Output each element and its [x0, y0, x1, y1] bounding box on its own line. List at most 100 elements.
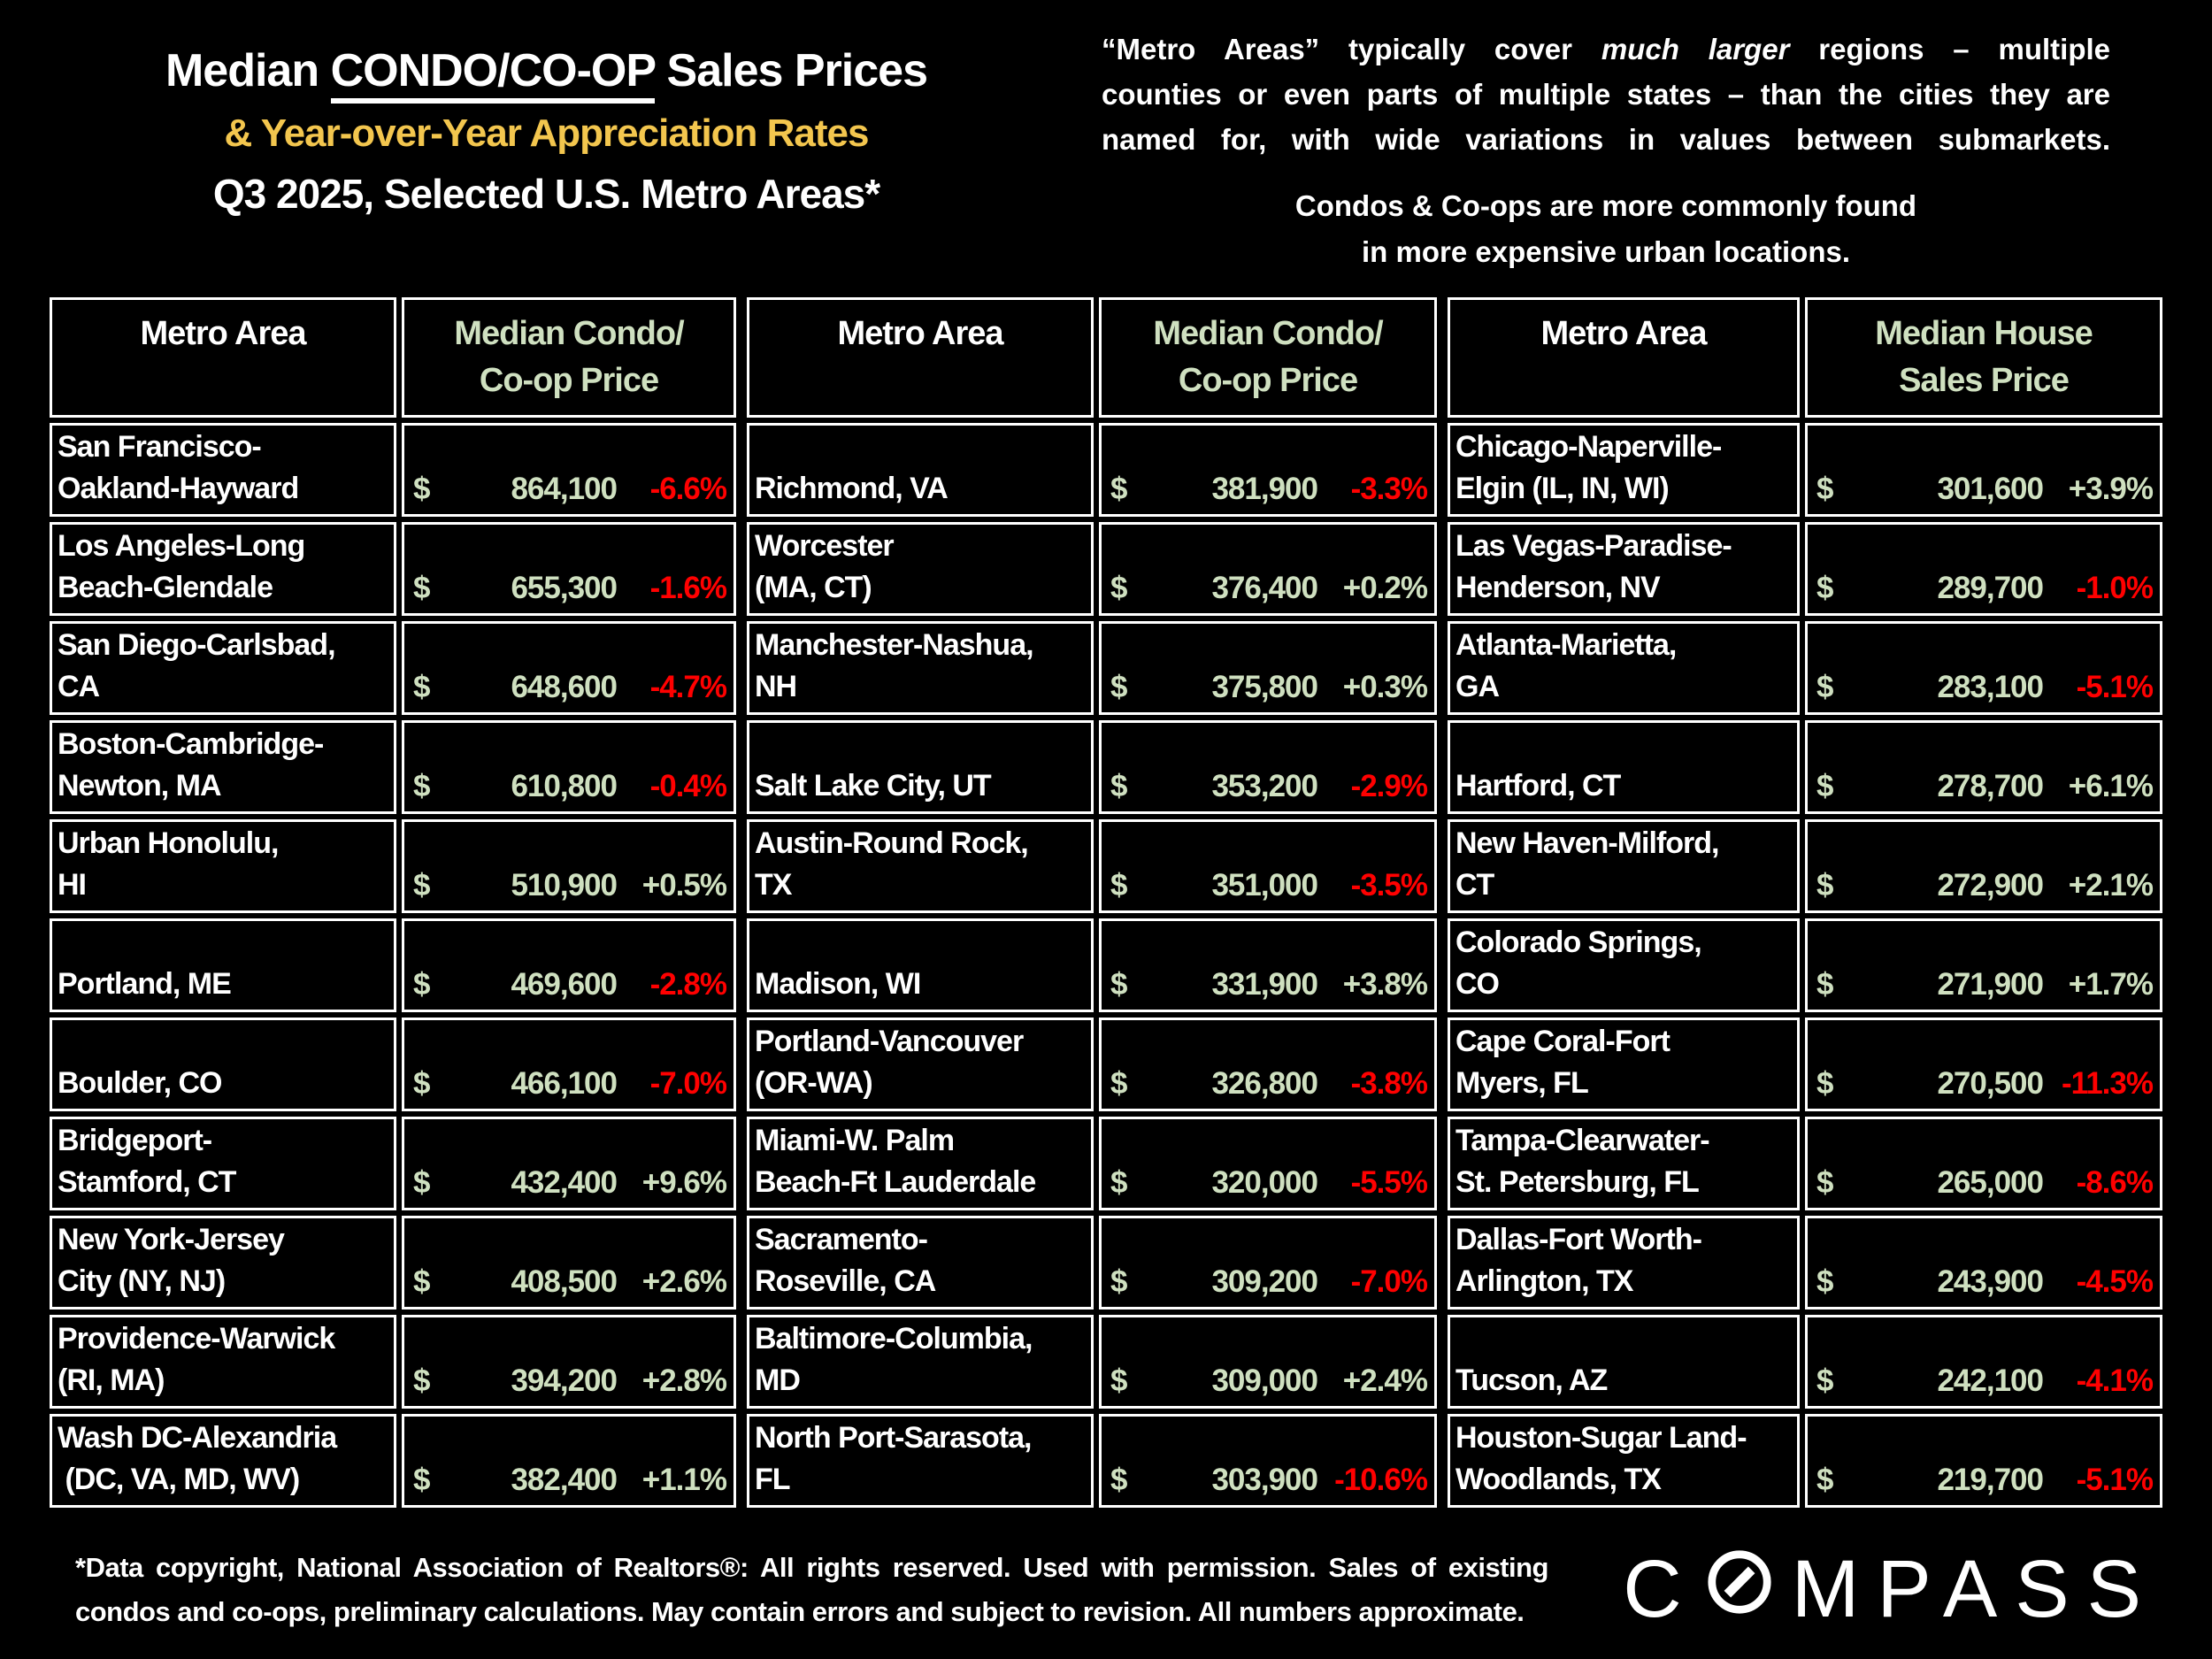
- price-table: Metro Area Median Condo/Co-op Price San Fr…: [44, 292, 2212, 1513]
- dollar-sign: $: [1110, 1264, 1127, 1299]
- yoy-change: -4.7%: [649, 670, 727, 704]
- metro-area-cell: Sacramento- Roseville, CA: [747, 1216, 1094, 1310]
- metro-area-cell: Boston-Cambridge- Newton, MA: [50, 720, 396, 814]
- price-value: 469,600: [511, 967, 618, 1002]
- yoy-change: +1.1%: [641, 1463, 727, 1497]
- price-value: 376,400: [1211, 571, 1318, 605]
- metro-area-cell: Manchester-Nashua, NH: [747, 621, 1094, 715]
- dollar-sign: $: [413, 769, 430, 803]
- column-header: Median House Sales Price: [1805, 297, 2162, 418]
- yoy-change: -5.1%: [2076, 670, 2154, 704]
- yoy-change: -1.6%: [649, 571, 727, 605]
- metro-area-cell: Dallas-Fort Worth- Arlington, TX: [1448, 1216, 1800, 1310]
- note-line-1-italic: much larger: [1601, 33, 1790, 65]
- metro-area-cell: Madison, WI: [747, 918, 1094, 1012]
- title-prefix: Median: [165, 45, 331, 96]
- dollar-sign: $: [413, 1363, 430, 1398]
- dollar-sign: $: [1816, 1363, 1833, 1398]
- metro-area-cell: Boulder, CO: [50, 1018, 396, 1111]
- price-cell: $432,400 +9.6%: [402, 1117, 736, 1210]
- price-cell: $408,500 +2.6%: [402, 1216, 736, 1310]
- price-cell: $381,900 -3.3%: [1099, 423, 1437, 517]
- metro-area-cell: San Diego-Carlsbad, CA: [50, 621, 396, 715]
- title-block: Median CONDO/CO-OP Sales Prices & Year-o…: [0, 0, 1093, 292]
- table-row: San Diego-Carlsbad, CA $648,600 -4.7%: [50, 621, 736, 715]
- yoy-change: -6.6%: [649, 472, 727, 506]
- price-value: 353,200: [1211, 769, 1318, 803]
- table-row: Sacramento- Roseville, CA $309,200 -7.0%: [747, 1216, 1437, 1310]
- column-header: Median Condo/Co-op Price: [1099, 297, 1437, 418]
- compass-o-icon: [1705, 1543, 1774, 1636]
- price-cell: $375,800 +0.3%: [1099, 621, 1437, 715]
- metro-area-cell: Portland-Vancouver (OR-WA): [747, 1018, 1094, 1111]
- metro-area-cell: New Haven-Milford, CT: [1448, 819, 1800, 913]
- price-cell: $469,600 -2.8%: [402, 918, 736, 1012]
- metro-area-cell: Tucson, AZ: [1448, 1315, 1800, 1409]
- metro-areas-note: “Metro Areas” typically cover much large…: [1102, 27, 2110, 162]
- table-row: Los Angeles-Long Beach-Glendale $655,300 -1…: [50, 522, 736, 616]
- table-row: New York-Jersey City (NY, NJ) $408,500 +2.6…: [50, 1216, 736, 1310]
- price-value: 309,200: [1211, 1264, 1318, 1299]
- price-value: 219,700: [1937, 1463, 2044, 1497]
- price-cell: $655,300 -1.6%: [402, 522, 736, 616]
- table-row: Portland, ME $469,600 -2.8%: [50, 918, 736, 1012]
- table-row: Hartford, CT $278,700 +6.1%: [1448, 720, 2162, 814]
- dollar-sign: $: [1816, 769, 1833, 803]
- note-line-1-pre: “Metro Areas” typically cover: [1102, 33, 1601, 65]
- footer-line-2: condos and co-ops, preliminary calculati…: [75, 1595, 1525, 1627]
- metro-area-cell: Urban Honolulu, HI: [50, 819, 396, 913]
- note-line-1: “Metro Areas” typically cover much large…: [1102, 27, 2110, 72]
- metro-area-cell: Baltimore-Columbia, MD: [747, 1315, 1094, 1409]
- price-cell: $864,100 -6.6%: [402, 423, 736, 517]
- table-row: North Port-Sarasota, FL $303,900 -10.6%: [747, 1414, 1437, 1508]
- price-value: 326,800: [1211, 1066, 1318, 1101]
- table-row: Cape Coral-Fort Myers, FL $270,500 -11.3%: [1448, 1018, 2162, 1111]
- metro-area-cell: Miami-W. Palm Beach-Ft Lauderdale: [747, 1117, 1094, 1210]
- metro-area-cell: Chicago-Naperville- Elgin (IL, IN, WI): [1448, 423, 1800, 517]
- table-row: Madison, WI $331,900 +3.8%: [747, 918, 1437, 1012]
- yoy-change: +0.5%: [641, 868, 727, 902]
- yoy-change: -1.0%: [2076, 571, 2154, 605]
- price-value: 351,000: [1211, 868, 1318, 902]
- dollar-sign: $: [1110, 868, 1127, 902]
- yoy-change: +1.7%: [2068, 967, 2154, 1002]
- price-value: 309,000: [1211, 1363, 1318, 1398]
- price-cell: $283,100 -5.1%: [1805, 621, 2162, 715]
- date-line: Q3 2025, Selected U.S. Metro Areas*: [212, 171, 880, 217]
- price-cell: $376,400 +0.2%: [1099, 522, 1437, 616]
- table-row: Miami-W. Palm Beach-Ft Lauderdale $320,000…: [747, 1117, 1437, 1210]
- yoy-change: -0.4%: [649, 769, 727, 803]
- price-value: 320,000: [1211, 1165, 1318, 1200]
- metro-area-cell: Salt Lake City, UT: [747, 720, 1094, 814]
- price-value: 375,800: [1211, 670, 1318, 704]
- price-cell: $271,900 +1.7%: [1805, 918, 2162, 1012]
- table-row: Tampa-Clearwater- St. Petersburg, FL $265,…: [1448, 1117, 2162, 1210]
- price-value: 271,900: [1937, 967, 2044, 1002]
- column-header: Median Condo/Co-op Price: [402, 297, 736, 418]
- metro-table-group-3: Metro Area Median House Sales Price Chicago…: [1442, 292, 2168, 1513]
- metro-area-cell: Colorado Springs, CO: [1448, 918, 1800, 1012]
- price-cell: $326,800 -3.8%: [1099, 1018, 1437, 1111]
- condos-note: Condos & Co-ops are more commonly found …: [1102, 183, 2110, 273]
- metro-area-cell: San Francisco- Oakland-Hayward: [50, 423, 396, 517]
- dollar-sign: $: [413, 1066, 430, 1101]
- dollar-sign: $: [1110, 769, 1127, 803]
- yoy-change: -4.1%: [2076, 1363, 2154, 1398]
- dollar-sign: $: [1110, 571, 1127, 605]
- price-value: 864,100: [511, 472, 618, 506]
- price-value: 408,500: [511, 1264, 618, 1299]
- notes-block: “Metro Areas” typically cover much large…: [1093, 0, 2212, 292]
- column-header: Metro Area: [50, 297, 396, 418]
- metro-area-cell: Las Vegas-Paradise- Henderson, NV: [1448, 522, 1800, 616]
- metro-area-cell: Portland, ME: [50, 918, 396, 1012]
- price-value: 610,800: [511, 769, 618, 803]
- price-cell: $382,400 +1.1%: [402, 1414, 736, 1508]
- price-value: 466,100: [511, 1066, 618, 1101]
- yoy-change: -8.6%: [2076, 1165, 2154, 1200]
- title-underlined: CONDO/CO-OP: [330, 45, 656, 104]
- yoy-change: -3.8%: [1350, 1066, 1428, 1101]
- table-row: Baltimore-Columbia, MD $309,000 +2.4%: [747, 1315, 1437, 1409]
- price-value: 242,100: [1937, 1363, 2044, 1398]
- price-cell: $289,700 -1.0%: [1805, 522, 2162, 616]
- yoy-change: +9.6%: [641, 1165, 727, 1200]
